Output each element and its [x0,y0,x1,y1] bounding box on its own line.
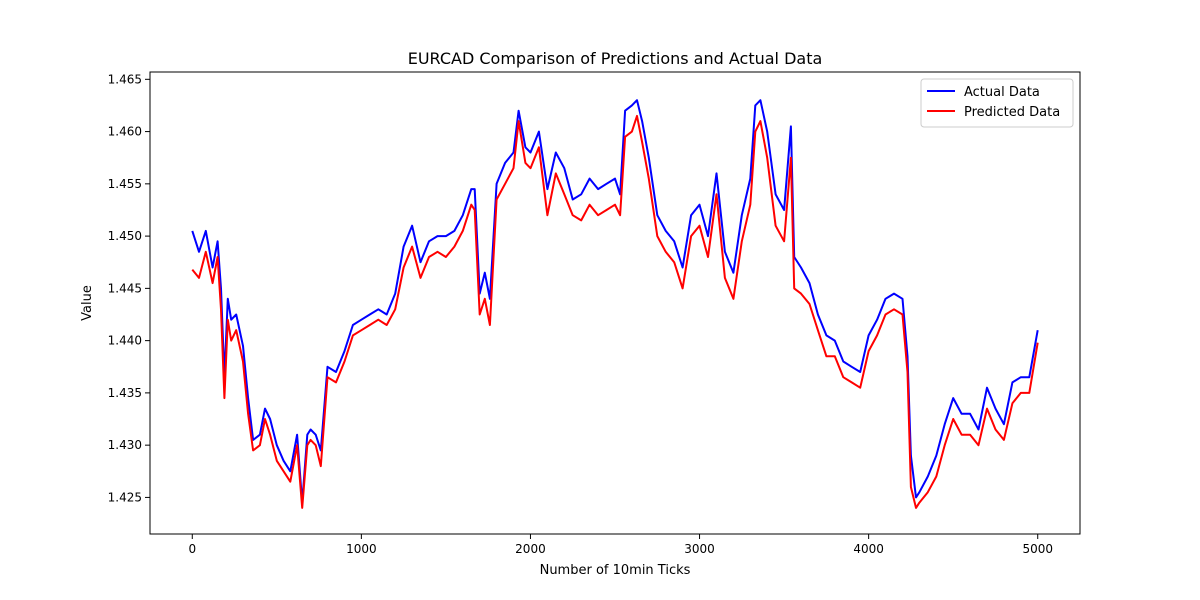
y-tick-label: 1.435 [108,386,142,400]
y-tick-label: 1.460 [108,125,142,139]
legend-box [920,78,1074,128]
legend-label-predicted: Predicted Data [964,105,1060,120]
x-tick-label: 1000 [346,542,377,556]
x-tick-label: 5000 [1022,542,1053,556]
x-tick-label: 4000 [853,542,884,556]
axes-frame [149,71,1081,535]
y-tick-label: 1.445 [108,281,142,295]
series-line-predicted [191,114,1039,509]
y-tick-label: 1.425 [108,490,142,504]
y-axis: 1.425 1.430 1.435 1.440 1.445 1.450 1.455 1.460… [108,72,150,504]
y-axis-label: Value [80,285,95,321]
x-tick-label: 2000 [515,542,546,556]
y-tick-label: 1.430 [108,438,142,452]
x-axis-label: Number of 10min Ticks [540,563,691,578]
chart-title: EURCAD Comparison of Predictions and Act… [408,49,823,68]
x-axis: 0 1000 2000 3000 4000 5000 [188,534,1053,556]
legend: Actual Data Predicted Data [920,78,1074,128]
plot-area [191,99,1039,509]
x-tick-label: 0 [188,542,196,556]
legend-label-actual: Actual Data [964,85,1040,100]
y-tick-label: 1.455 [108,177,142,191]
x-tick-label: 3000 [684,542,715,556]
y-tick-label: 1.465 [108,72,142,86]
y-tick-label: 1.440 [108,334,142,348]
y-tick-label: 1.450 [108,229,142,243]
